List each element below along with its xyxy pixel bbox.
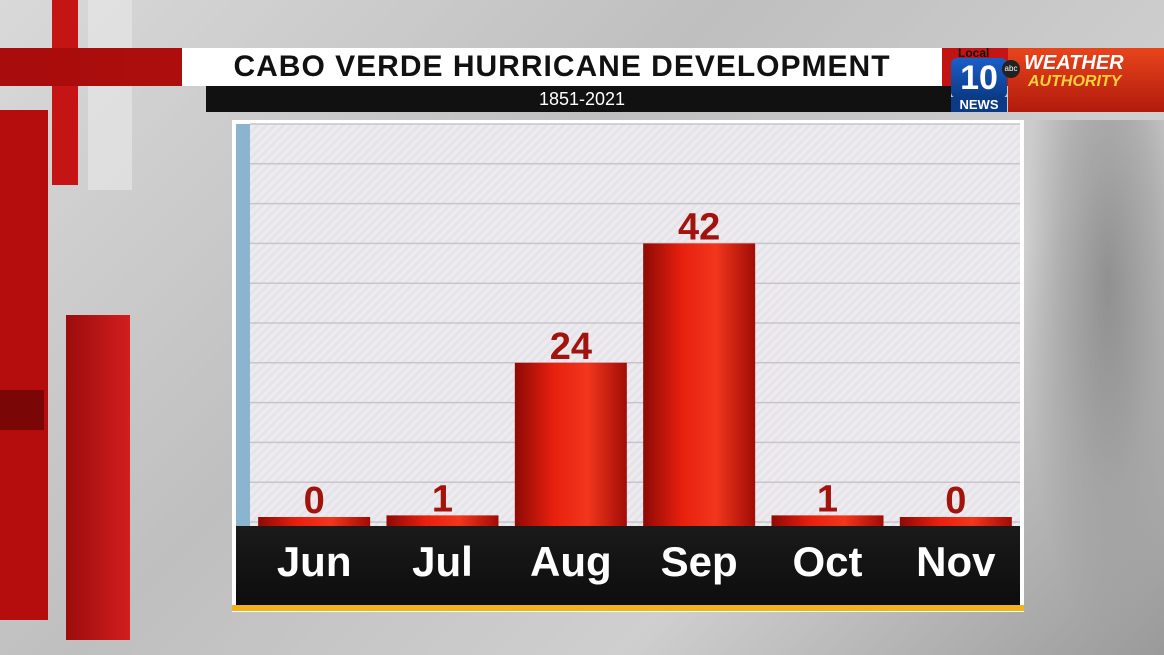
bar-jun	[258, 517, 371, 526]
x-axis-band	[236, 526, 1020, 606]
chart-edge	[236, 124, 250, 526]
background-stripe	[66, 315, 130, 640]
x-tick-label-oct: Oct	[792, 538, 862, 585]
bar-nov	[899, 517, 1012, 526]
logo-channel-number: 10	[951, 58, 1007, 98]
chart-plot-area	[236, 124, 1020, 526]
x-tick-label-jun: Jun	[277, 538, 352, 585]
value-label-aug: 24	[550, 326, 592, 368]
title-box	[182, 48, 942, 86]
logo-news-text: NEWS	[951, 97, 1007, 112]
background-stripe	[52, 0, 78, 185]
background-stripe	[0, 390, 44, 430]
logo-local-text: Local	[958, 46, 990, 60]
bar-aug	[514, 362, 627, 526]
value-label-nov: 0	[945, 480, 966, 522]
x-tick-label-jul: Jul	[412, 538, 473, 585]
value-label-jun: 0	[304, 480, 325, 522]
x-tick-label-sep: Sep	[661, 538, 738, 585]
background-stripe	[0, 110, 48, 620]
value-label-oct: 1	[817, 478, 838, 520]
bar-sep	[643, 243, 756, 526]
bar-jul	[386, 515, 499, 526]
background-stripe	[88, 0, 132, 190]
palm-tree-background	[1024, 120, 1164, 655]
bar-oct	[771, 515, 884, 526]
weather-authority-logo: WEATHER AUTHORITY	[1008, 48, 1164, 112]
chart-title: CABO VERDE HURRICANE DEVELOPMENT	[233, 50, 891, 83]
value-label-sep: 42	[678, 206, 720, 248]
chart-subtitle: 1851-2021	[538, 89, 626, 109]
abc-network-icon: abc	[1002, 60, 1020, 78]
x-tick-label-aug: Aug	[530, 538, 612, 585]
accent-line	[232, 605, 1024, 611]
x-tick-label-nov: Nov	[916, 538, 996, 585]
logo-brand-line2: AUTHORITY	[1028, 73, 1122, 90]
value-label-jul: 1	[432, 478, 453, 520]
logo-brand-line1: WEATHER	[1024, 52, 1124, 74]
subtitle-band	[206, 86, 951, 112]
